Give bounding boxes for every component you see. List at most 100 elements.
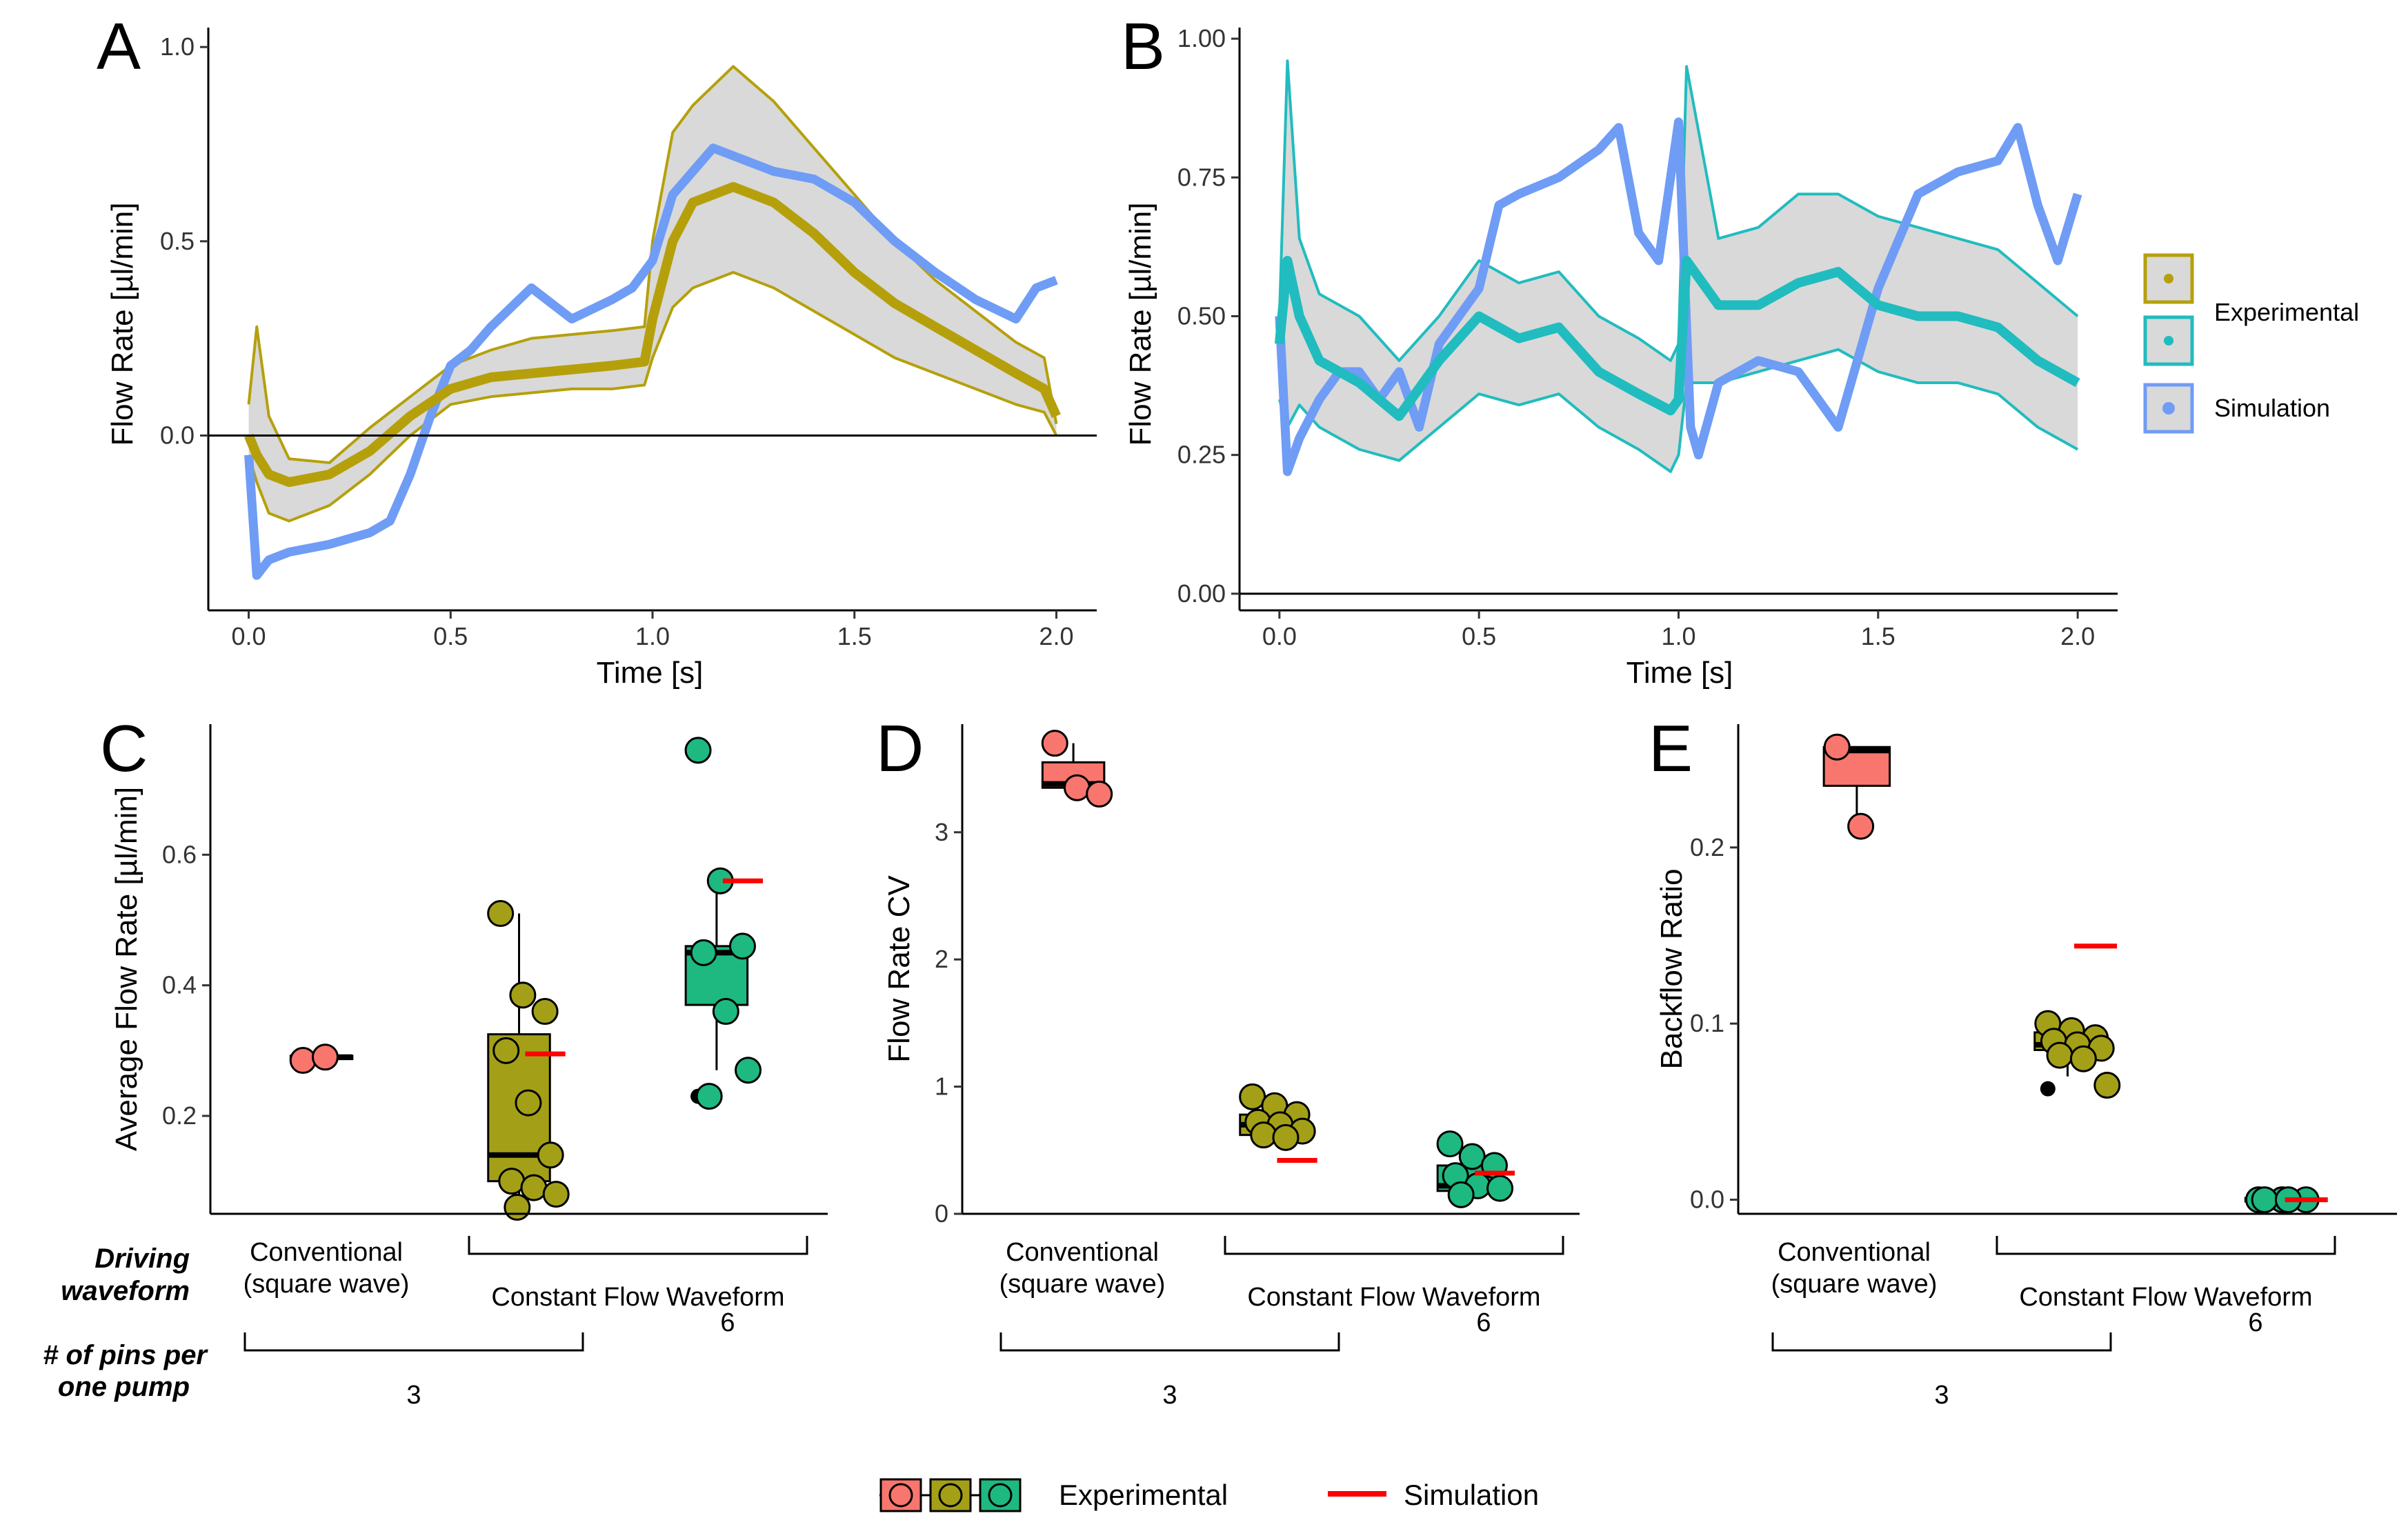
data-point — [695, 1083, 723, 1110]
group-conventional-line2: (square wave) — [999, 1270, 1166, 1299]
data-point — [690, 939, 717, 966]
y-tick-label: 3 — [935, 818, 948, 846]
band-lower-line — [247, 270, 1058, 523]
x-tick-label: 1.0 — [635, 622, 670, 650]
data-point — [735, 1057, 762, 1084]
x-tick-label: 0.0 — [1262, 622, 1297, 650]
group-pins6-label: 6 — [2248, 1308, 2262, 1337]
axis-title-c-y: Average Flow Rate [µl/min] — [110, 787, 143, 1151]
groups-c: Conventional (square wave) Constant Flow… — [243, 1236, 808, 1410]
y-tick-label: 0.0 — [160, 421, 195, 450]
axis-title-e-y: Backflow Ratio — [1655, 868, 1689, 1069]
legend-key-b-dot — [2164, 336, 2173, 346]
band-lower-line — [1277, 348, 2079, 473]
data-point — [728, 932, 756, 960]
data-point — [504, 1194, 531, 1221]
group-constant-label: Constant Flow Waveform — [2019, 1283, 2312, 1312]
x-tick-label: 2.0 — [2060, 622, 2095, 650]
group-pins6-label: 6 — [720, 1308, 735, 1337]
legend-label-simulation: Simulation — [2214, 394, 2330, 422]
x-tick-label: 1.5 — [837, 622, 872, 650]
groups-d: Conventional (square wave) Constant Flow… — [999, 1236, 1564, 1410]
data-point — [1847, 812, 1875, 840]
data-point — [498, 1168, 526, 1195]
x-tick-label: 1.5 — [1861, 622, 1895, 650]
group-conventional-line1: Conventional — [250, 1238, 403, 1267]
bracket-pins3 — [243, 1332, 584, 1352]
y-tick-label: 1.0 — [160, 32, 195, 61]
x-tick-label: 0.5 — [433, 622, 468, 650]
y-tick-label: 0.50 — [1177, 301, 1226, 330]
panel-letter-d: D — [876, 712, 924, 786]
legend-bottom: Experimental Simulation — [879, 1478, 1539, 1512]
row-label-pins-2: one pump — [58, 1372, 190, 1402]
panel-letter-c: C — [100, 712, 148, 786]
x-tick-label: 1.0 — [1661, 622, 1695, 650]
data-point — [712, 998, 739, 1026]
x-tick-label: 2.0 — [1039, 622, 1073, 650]
simulation-line — [1275, 117, 2082, 477]
data-point — [1250, 1121, 1277, 1149]
legend-key-a-dot — [2164, 274, 2173, 283]
band-upper-line — [1277, 59, 2079, 362]
panel-letter-a: A — [97, 10, 141, 83]
legend-key-a — [2143, 253, 2194, 304]
group-constant-label: Constant Flow Waveform — [1247, 1283, 1540, 1312]
data-point — [2251, 1186, 2278, 1214]
data-point — [1086, 780, 1113, 808]
data-point — [492, 1037, 520, 1064]
row-label-driving-2: waveform — [61, 1276, 190, 1306]
group-constant-label: Constant Flow Waveform — [491, 1283, 784, 1312]
y-tick-label: 1.00 — [1177, 24, 1226, 52]
data-point — [684, 737, 712, 764]
y-tick-label: 0.0 — [1690, 1186, 1724, 1214]
data-point — [2046, 1041, 2073, 1069]
data-point — [1447, 1181, 1475, 1208]
legend-bottom-dot-constant6 — [988, 1483, 1013, 1508]
data-point — [1823, 733, 1851, 761]
group-conventional-line1: Conventional — [1006, 1238, 1159, 1267]
group-pins3-label: 3 — [1162, 1381, 1177, 1410]
data-point — [1063, 774, 1091, 801]
y-tick-label: 0 — [935, 1199, 948, 1228]
panel-letter-e: E — [1649, 712, 1693, 786]
x-tick-label: 0.0 — [232, 622, 266, 650]
y-tick-label: 0.00 — [1177, 579, 1226, 608]
data-point — [509, 981, 537, 1009]
band-area — [248, 66, 1057, 521]
group-pins3-label: 3 — [406, 1381, 421, 1410]
legend-bottom-dot-constant3 — [938, 1483, 963, 1508]
data-point — [1239, 1083, 1266, 1110]
y-tick-label: 0.75 — [1177, 163, 1226, 191]
data-point — [537, 1141, 564, 1169]
bracket-constant — [1224, 1236, 1564, 1255]
legend-bottom-label-simulation: Simulation — [1404, 1479, 1539, 1511]
group-pins3-label: 3 — [1934, 1381, 1949, 1410]
y-tick-label: 0.6 — [162, 840, 197, 868]
panel-d: 0 1 2 3 — [935, 724, 1580, 1228]
panel-a: 0.0 0.5 1.0 1.5 2.0 0.0 0.5 1.0 — [160, 28, 1097, 650]
data-point — [520, 1174, 548, 1201]
data-point — [531, 998, 559, 1026]
y-tick-label: 1 — [935, 1072, 948, 1101]
legend-bottom-dot-conventional — [888, 1483, 913, 1508]
legend-bottom-label-experimental: Experimental — [1059, 1479, 1228, 1511]
row-label-driving-1: Driving — [94, 1243, 190, 1274]
groups-e: Conventional (square wave) Constant Flow… — [1771, 1236, 2336, 1410]
group-pins6-label: 6 — [1476, 1308, 1491, 1337]
bracket-pins3 — [999, 1332, 1340, 1352]
data-point — [1486, 1175, 1514, 1202]
axis-title-b-y: Flow Rate [µl/min] — [1124, 203, 1157, 446]
data-point — [289, 1047, 317, 1075]
group-conventional-line1: Conventional — [1778, 1238, 1931, 1267]
data-point — [1436, 1130, 1464, 1158]
bracket-constant — [1996, 1236, 2336, 1255]
mean-line — [1274, 256, 2080, 421]
axis-title-b-x: Time [s] — [1626, 656, 1733, 690]
panel-e: 0.0 0.1 0.2 — [1690, 724, 2397, 1215]
y-tick-label: 0.2 — [1690, 833, 1724, 861]
y-tick-label: 0.1 — [1690, 1009, 1724, 1037]
group-conventional-line2: (square wave) — [243, 1270, 410, 1299]
y-tick-label: 2 — [935, 945, 948, 973]
